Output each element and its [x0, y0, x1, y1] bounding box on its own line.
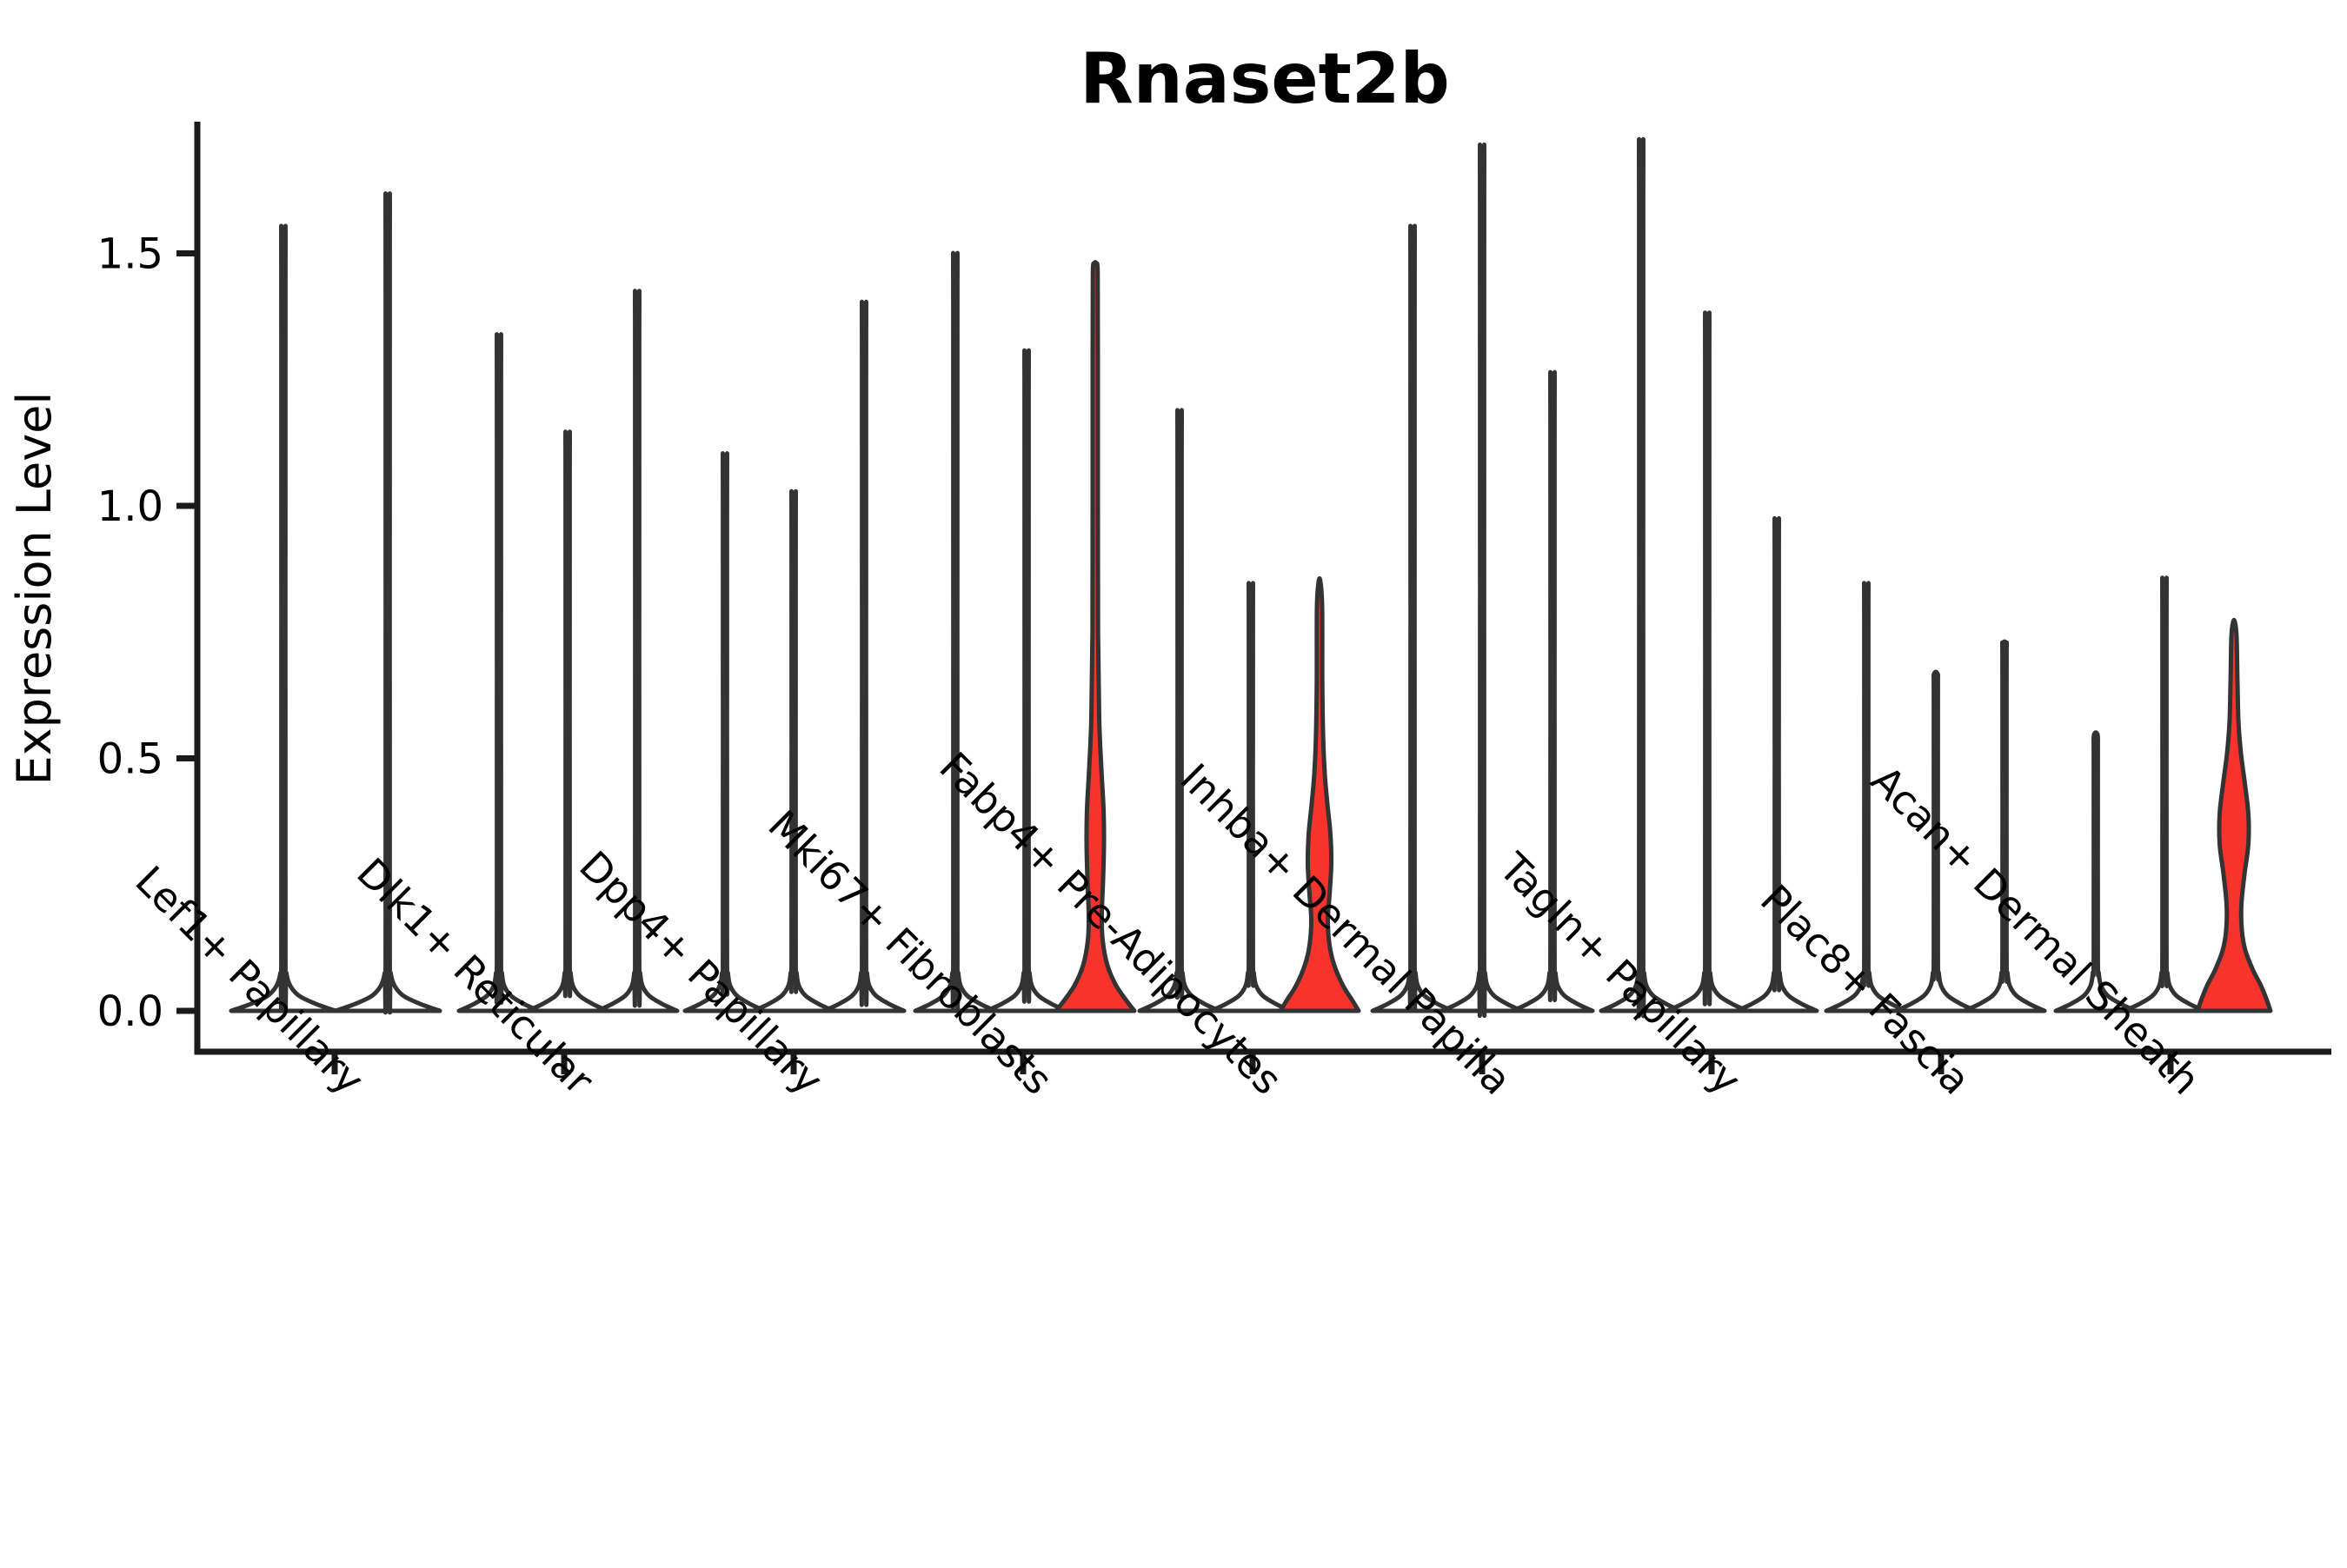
- y-axis-label: Expression Level: [7, 392, 62, 786]
- y-ticks-layer: 0.0 0.5 1.0 1.5: [97, 229, 197, 1036]
- violin: [1137, 408, 1222, 1013]
- violin-group: [1599, 136, 1819, 1019]
- violin: [1510, 369, 1595, 1013]
- violin-group: [682, 299, 907, 1013]
- violin-group: [1370, 143, 1595, 1019]
- violin: [1665, 310, 1750, 1013]
- violins-layer: [229, 136, 2273, 1019]
- violin: [1893, 669, 1978, 1013]
- violin: [2053, 730, 2138, 1013]
- violin-group: [456, 289, 680, 1013]
- violin: [1208, 581, 1293, 1013]
- y-tick-label: 1.0: [97, 482, 163, 531]
- violin: [1962, 639, 2047, 1013]
- violin: [229, 223, 338, 1013]
- y-tick-label: 0.0: [97, 987, 163, 1036]
- x-tick-label: Lef1+ Papillary: [127, 857, 374, 1104]
- violin: [1824, 581, 1909, 1013]
- violin: [456, 332, 542, 1013]
- violin: [1599, 136, 1684, 1019]
- violin-highlighted: [1054, 260, 1137, 1013]
- y-tick-label: 1.5: [97, 229, 163, 278]
- violin: [2122, 575, 2207, 1013]
- violin: [682, 451, 768, 1013]
- violin: [1370, 223, 1455, 1013]
- violin-group: [1824, 581, 2047, 1013]
- violin: [595, 289, 680, 1013]
- violin: [333, 191, 442, 1015]
- violin-group: [229, 191, 442, 1015]
- violin-highlighted: [1278, 576, 1361, 1013]
- violin-group: [913, 250, 1137, 1013]
- violin: [751, 488, 836, 1013]
- plot-title: Rnaset2b: [1080, 38, 1450, 119]
- violin-highlighted: [2195, 617, 2273, 1013]
- violin: [984, 348, 1069, 1013]
- violin: [525, 429, 610, 1013]
- violin-group: [1137, 408, 1361, 1013]
- violin-group: [2053, 575, 2273, 1013]
- y-tick-label: 0.5: [97, 734, 163, 783]
- violin: [1439, 143, 1525, 1019]
- violin: [913, 250, 998, 1013]
- violin: [821, 299, 907, 1013]
- violin: [1734, 516, 1819, 1013]
